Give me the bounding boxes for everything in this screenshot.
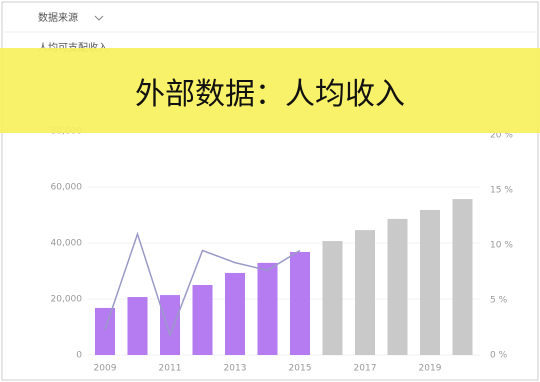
line [104, 231, 301, 338]
bar [95, 307, 115, 355]
y2-tick-label: 5 % [490, 296, 508, 306]
bar [160, 295, 180, 355]
y-tick-label: 0 [76, 351, 82, 361]
x-tick-label: 2013 [224, 364, 247, 374]
x-tick-label: 2011 [159, 364, 182, 374]
x-tick-label: 2019 [419, 364, 442, 374]
bar [290, 251, 310, 355]
y-tick-label: 40,000 [51, 239, 83, 249]
bar [420, 209, 440, 355]
bar [127, 297, 148, 355]
source-selector[interactable]: 数据来源 [38, 11, 78, 24]
y2-tick-label: 10 % [490, 241, 513, 251]
banner: 外部数据：人均收入 [0, 48, 540, 133]
x-tick-label: 2015 [289, 364, 312, 374]
bar [322, 241, 343, 355]
y-tick-label: 20,000 [51, 295, 83, 305]
bar [355, 230, 375, 355]
bar [192, 285, 213, 355]
bar [225, 272, 245, 355]
y2-tick-label: 20 % [490, 131, 513, 141]
bar [257, 262, 278, 355]
bar [387, 218, 408, 355]
dropdown-icon[interactable] [94, 15, 104, 21]
y-tick-label: 60,000 [51, 183, 83, 193]
x-tick-label: 2017 [354, 364, 377, 374]
y2-tick-label: 0 % [490, 351, 508, 361]
y2-tick-label: 15 % [490, 186, 513, 196]
bar [452, 199, 473, 355]
x-tick-label: 2009 [94, 364, 117, 374]
